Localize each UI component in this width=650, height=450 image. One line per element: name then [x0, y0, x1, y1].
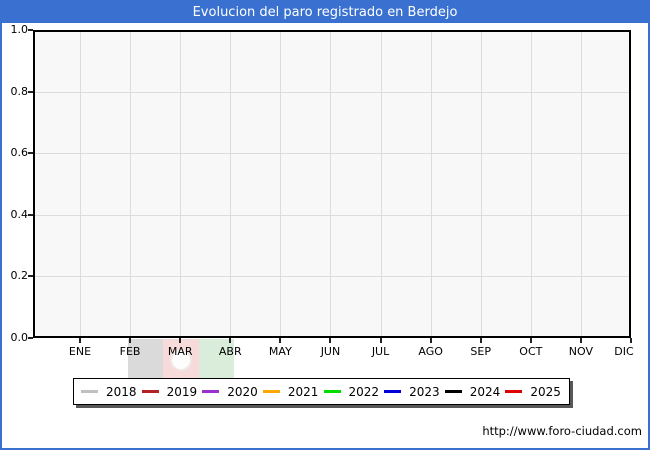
- legend-label-2024: 2024: [469, 384, 501, 399]
- legend-label-2023: 2023: [409, 384, 440, 399]
- x-tick-label: ABR: [218, 345, 242, 358]
- x-tick: [480, 338, 482, 343]
- chart-title: Evolucion del paro registrado en Berdejo: [2, 2, 648, 23]
- x-tick: [279, 338, 281, 343]
- vertical-gridline: [80, 32, 81, 336]
- legend-label-2025: 2025: [530, 384, 561, 399]
- legend-label-2019: 2019: [166, 384, 198, 399]
- vertical-gridline: [180, 32, 181, 336]
- legend-item-2019: 2019: [141, 384, 198, 399]
- legend-label-2021: 2021: [287, 384, 319, 399]
- x-tick-label: ENE: [68, 345, 92, 358]
- y-tick: [28, 214, 33, 216]
- y-tick-label: 0.4: [10, 207, 29, 221]
- legend-swatch-2022: [323, 390, 341, 393]
- legend-swatch-2018: [81, 390, 98, 393]
- y-tick-label: 1.0: [10, 23, 29, 36]
- y-tick: [28, 91, 33, 93]
- legend-label-2020: 2020: [227, 384, 258, 399]
- legend-swatch-2023: [384, 390, 402, 393]
- x-tick-label: FEB: [119, 345, 141, 358]
- horizontal-gridline: [35, 215, 629, 216]
- x-tick: [79, 338, 81, 343]
- x-tick-label: OCT: [519, 345, 543, 358]
- y-tick-label: 0.2: [10, 269, 29, 283]
- watermark-stripe: [198, 339, 234, 380]
- legend-item-2024: 2024: [444, 384, 501, 399]
- legend-item-2020: 2020: [202, 385, 258, 399]
- legend-item-2023: 2023: [384, 385, 440, 399]
- x-tick: [179, 338, 181, 343]
- vertical-gridline: [130, 32, 131, 336]
- legend-label-2018: 2018: [106, 384, 137, 399]
- vertical-gridline: [431, 32, 432, 336]
- watermark-stripe: [128, 339, 164, 380]
- flag-watermark: [128, 339, 234, 380]
- vertical-gridline: [531, 32, 532, 336]
- x-tick-label: MAR: [167, 345, 193, 358]
- x-tick-label: JUN: [320, 345, 341, 358]
- legend-swatch-2020: [202, 390, 220, 393]
- legend-item-2018: 2018: [81, 385, 137, 399]
- x-tick: [580, 338, 582, 343]
- legend-swatch-2021: [262, 390, 280, 393]
- x-tick: [229, 338, 231, 343]
- vertical-gridline: [230, 32, 231, 336]
- horizontal-gridline: [35, 276, 629, 277]
- x-tick-label: DIC: [614, 345, 634, 358]
- y-tick-label: 0.0: [10, 331, 29, 344]
- x-tick-label: NOV: [568, 345, 594, 358]
- legend-item-2021: 2021: [262, 384, 319, 399]
- y-tick: [28, 152, 33, 154]
- y-tick: [28, 275, 33, 277]
- y-tick-label: 0.6: [10, 146, 29, 160]
- x-tick: [430, 338, 432, 343]
- horizontal-gridline: [35, 153, 629, 154]
- vertical-gridline: [581, 32, 582, 336]
- y-tick: [28, 29, 33, 31]
- horizontal-gridline: [35, 92, 629, 93]
- x-tick-label: AGO: [418, 345, 443, 358]
- vertical-gridline: [330, 32, 331, 336]
- vertical-gridline: [381, 32, 382, 336]
- x-tick: [530, 338, 532, 343]
- y-tick: [28, 337, 33, 339]
- x-tick: [630, 338, 632, 343]
- x-tick: [329, 338, 331, 343]
- legend-swatch-2019: [141, 390, 159, 393]
- x-tick: [380, 338, 382, 343]
- x-tick-label: JUL: [371, 345, 390, 358]
- legend-item-2025: 2025: [505, 385, 561, 399]
- legend-label-2022: 2022: [348, 384, 380, 399]
- legend-swatch-2025: [505, 390, 523, 393]
- plot-area: [33, 30, 631, 338]
- x-tick-label: SEP: [470, 345, 491, 358]
- x-tick: [129, 338, 131, 343]
- vertical-gridline: [481, 32, 482, 336]
- legend-item-2022: 2022: [323, 384, 380, 399]
- vertical-gridline: [280, 32, 281, 336]
- x-tick-label: MAY: [268, 345, 292, 358]
- y-tick-label: 0.8: [10, 84, 29, 98]
- watermark-emblem: [170, 348, 192, 371]
- footer-url-text: http://www.foro-ciudad.com: [482, 424, 642, 438]
- legend-swatch-2024: [444, 390, 462, 393]
- legend: 2018 2019 2020 2021 2022 2023 2024 2025: [73, 378, 570, 405]
